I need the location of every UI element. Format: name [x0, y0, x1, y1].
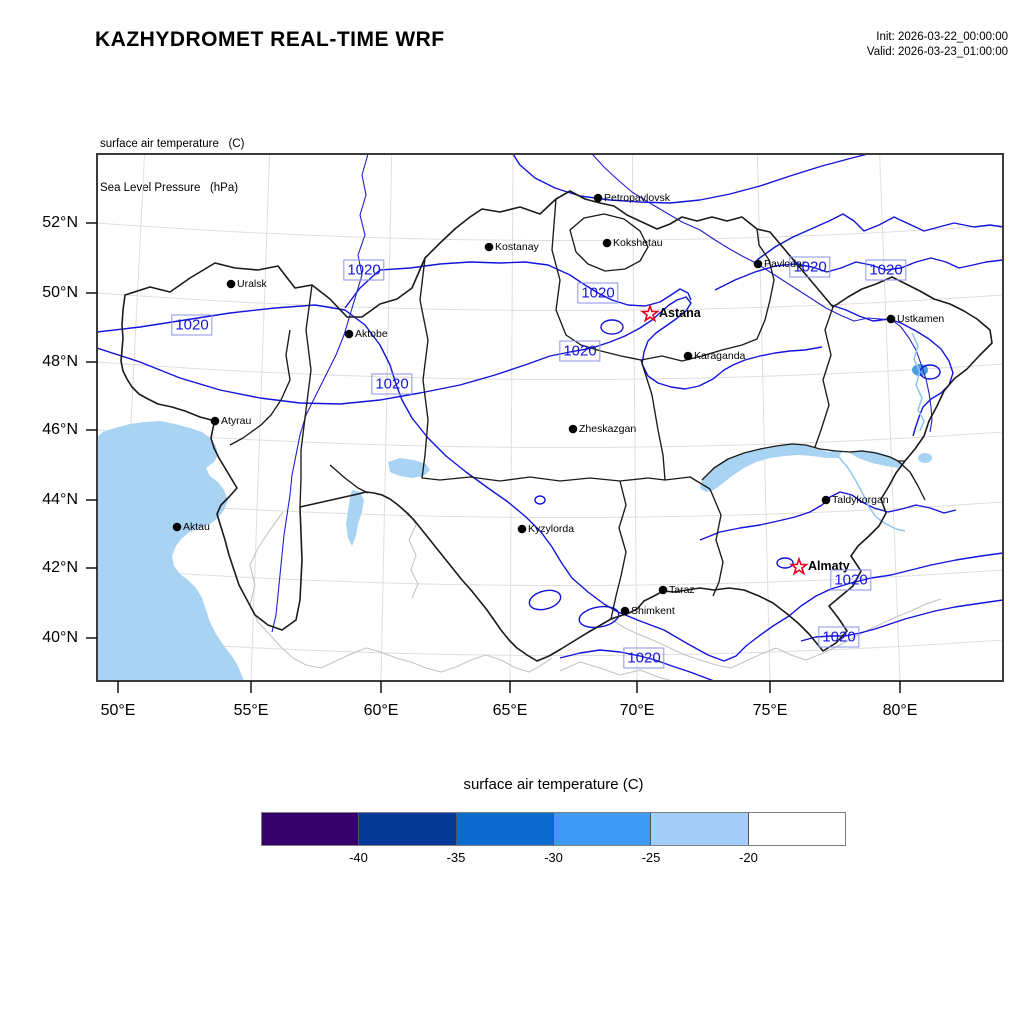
lat-tick-label: 50°N	[42, 284, 78, 301]
lon-tick-label: 60°E	[363, 702, 399, 719]
colorbar-segment	[359, 813, 457, 845]
lon-tick-label: 50°E	[100, 702, 136, 719]
city-label-atyrau: Atyrau	[221, 415, 252, 427]
lake-balkhash	[700, 444, 842, 492]
city-label-petropavlovsk: Petropavlovsk	[604, 192, 670, 204]
city-label-aktobe: Aktobe	[355, 328, 388, 340]
init-time: Init: 2026-03-22_00:00:00	[876, 31, 1008, 43]
city-label-kokshetau: Kokshetau	[613, 237, 663, 249]
city-dot-icon	[344, 329, 354, 339]
capital-star-icon	[640, 303, 660, 323]
city-dot-icon	[753, 259, 763, 269]
city-label-taldykorgan: Taldykorgan	[832, 494, 889, 506]
lake-alakol	[918, 453, 932, 463]
city-dot-icon	[658, 585, 668, 595]
valid-time: Valid: 2026-03-23_01:00:00	[866, 46, 1008, 58]
map-frame	[96, 153, 1004, 682]
city-label-aktau: Aktau	[183, 521, 210, 533]
isobar-label: 1020	[559, 340, 601, 362]
city-dot-icon	[226, 279, 236, 289]
city-dot-icon	[602, 238, 612, 248]
city-label-astana: Astana	[659, 306, 701, 320]
isobar-label: 1020	[789, 256, 831, 278]
city-dot-icon	[484, 242, 494, 252]
city-label-pavlodar: Pavlodar	[764, 258, 806, 270]
city-dot-icon	[620, 606, 630, 616]
field-description: surface air temperature (C) Sea Level Pr…	[100, 108, 244, 224]
axis-ticks	[86, 222, 901, 693]
lat-tick-label: 42°N	[42, 559, 78, 576]
lon-tick-label: 55°E	[233, 702, 269, 719]
colorbar-segment	[748, 813, 845, 845]
city-label-shimkent: Shimkent	[631, 605, 675, 617]
city-label-karaganda: Karaganda	[694, 350, 746, 362]
lon-tick-label: 65°E	[492, 702, 528, 719]
isobar-label: 1020	[865, 259, 907, 281]
city-dot-icon	[821, 495, 831, 505]
city-label-zheskazgan: Zheskazgan	[579, 423, 637, 435]
page-title: KAZHYDROMET REAL-TIME WRF	[95, 28, 445, 51]
caspian-sea	[97, 421, 244, 681]
water-bodies	[97, 364, 932, 681]
colorbar-segment	[651, 813, 749, 845]
isobar-contours	[97, 154, 1003, 681]
city-label-kostanay: Kostanay	[495, 241, 539, 253]
river-ural	[271, 154, 369, 633]
lat-tick-label: 48°N	[42, 353, 78, 370]
colorbar-tick-label: -25	[641, 850, 661, 865]
city-dot-icon	[517, 524, 527, 534]
lake-balkhash-east	[848, 450, 904, 468]
capital-star-icon	[789, 556, 809, 576]
colorbar-tick-label: -20	[739, 850, 758, 865]
colorbar-segment	[262, 813, 360, 845]
city-dot-icon	[593, 193, 603, 203]
city-dot-icon	[210, 416, 220, 426]
isobar-label: 1020	[830, 569, 872, 591]
colorbar-tick-label: -40	[349, 850, 368, 865]
river-east	[911, 332, 925, 432]
field-line-pressure: Sea Level Pressure (hPa)	[100, 181, 239, 194]
colorbar-tick-label: -30	[544, 850, 563, 865]
isobar-label: 1020	[343, 259, 385, 281]
lat-tick-label: 46°N	[42, 421, 78, 438]
isobar-label: 1020	[171, 314, 213, 336]
kazakhstan-outline	[120, 190, 993, 662]
lon-tick-label: 75°E	[752, 702, 788, 719]
city-dot-icon	[172, 522, 182, 532]
isobar-label: 1020	[818, 626, 860, 648]
isobar-label: 1020	[577, 282, 619, 304]
colorbar-segment	[456, 813, 554, 845]
lat-tick-label: 44°N	[42, 491, 78, 508]
field-line-temperature: surface air temperature (C)	[100, 138, 245, 150]
city-label-uralsk: Uralsk	[237, 278, 267, 290]
city-dot-icon	[683, 351, 693, 361]
isobar-label: 1020	[371, 373, 413, 395]
run-times: Init: 2026-03-22_00:00:00 Valid: 2026-03…	[867, 30, 1008, 60]
city-markers	[172, 193, 896, 616]
lon-tick-label: 70°E	[619, 702, 655, 719]
colorbar	[261, 812, 846, 846]
neighbor-borders	[249, 511, 942, 681]
city-label-taraz: Taraz	[669, 584, 695, 596]
lon-tick-label: 80°E	[882, 702, 918, 719]
river-ili	[837, 455, 906, 532]
rivers	[271, 154, 933, 633]
colorbar-segment	[553, 813, 652, 845]
isobar-label: 1020	[623, 647, 665, 669]
aral-sea-north	[388, 458, 430, 478]
lat-tick-label: 52°N	[42, 214, 78, 231]
colorbar-title: surface air temperature (C)	[463, 776, 644, 793]
region-borders	[120, 190, 993, 662]
river-irtysh	[591, 154, 933, 433]
city-dot-icon	[886, 314, 896, 324]
aral-sea-west	[346, 490, 364, 546]
city-dot-icon	[568, 424, 578, 434]
city-label-ustkamen: Ustkamen	[897, 313, 945, 325]
lat-tick-label: 40°N	[42, 629, 78, 646]
city-label-kyzylorda: Kyzylorda	[528, 523, 575, 535]
colorbar-tick-label: -35	[446, 850, 466, 865]
